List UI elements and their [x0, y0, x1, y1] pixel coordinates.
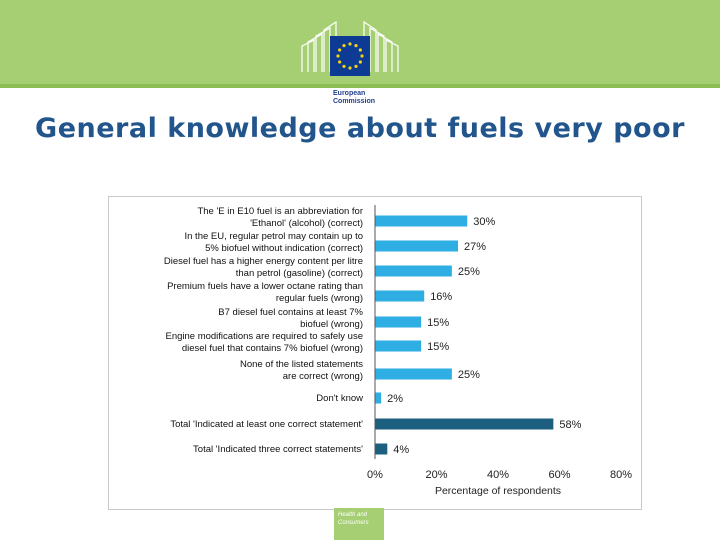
bar: [375, 418, 554, 430]
x-tick-label: 80%: [610, 469, 632, 481]
category-label: biofuel (wrong): [300, 319, 363, 330]
data-label: 30%: [473, 216, 495, 228]
category-label: 5% biofuel without indication (correct): [205, 243, 363, 254]
category-label: Premium fuels have a lower octane rating…: [167, 281, 363, 292]
page-title: General knowledge about fuels very poor: [35, 113, 685, 144]
data-label: 15%: [427, 341, 449, 353]
chart-frame: 30% The 'E in E10 fuel is an abbreviation…: [108, 196, 642, 510]
eu-star-icon: [336, 54, 340, 58]
bar: [375, 316, 422, 328]
eu-star-icon: [358, 60, 362, 64]
eu-star-icon: [348, 42, 352, 46]
category-label: diesel fuel that contains 7% biofuel (wr…: [182, 343, 363, 354]
eu-star-icon: [342, 64, 346, 68]
category-label: Engine modifications are required to saf…: [165, 331, 363, 342]
eu-star-icon: [360, 54, 364, 58]
footer-line2: Consumers: [338, 520, 369, 526]
bar: [375, 265, 452, 277]
category-label: regular fuels (wrong): [276, 293, 363, 304]
data-label: 2%: [387, 393, 403, 405]
bar: [375, 392, 382, 404]
category-label: are correct (wrong): [283, 371, 363, 382]
bar: [375, 368, 452, 380]
data-label: 4%: [393, 444, 409, 456]
data-label: 27%: [464, 241, 486, 253]
eu-star-icon: [358, 48, 362, 52]
x-tick-label: 20%: [425, 469, 447, 481]
category-label: None of the listed statements: [240, 359, 363, 370]
bar: [375, 290, 425, 302]
bar: [375, 443, 388, 455]
x-axis-title: Percentage of respondents: [435, 485, 561, 497]
x-tick-label: 0%: [367, 469, 383, 481]
european-commission-logo: [301, 20, 399, 76]
logo-caption: European Commission: [333, 90, 375, 106]
category-label: Diesel fuel has a higher energy content …: [164, 256, 363, 267]
eu-star-icon: [338, 48, 342, 52]
data-label: 16%: [430, 291, 452, 303]
category-label: 'Ethanol' (alcohol) (correct): [250, 218, 363, 229]
eu-star-icon: [354, 44, 358, 48]
logo-caption-line1: European: [333, 90, 366, 97]
category-label: Don't know: [316, 393, 363, 404]
category-label: The 'E in E10 fuel is an abbreviation fo…: [197, 206, 363, 217]
bar: [375, 215, 468, 227]
eu-star-icon: [348, 66, 352, 70]
bar: [375, 340, 422, 352]
category-label: Total 'Indicated at least one correct st…: [170, 419, 363, 430]
category-label: In the EU, regular petrol may contain up…: [185, 231, 364, 242]
logo-caption-line2: Commission: [333, 98, 376, 105]
category-label: B7 diesel fuel contains at least 7%: [218, 307, 363, 318]
data-label: 58%: [559, 419, 581, 431]
x-tick-label: 60%: [548, 469, 570, 481]
category-label: than petrol (gasoline) (correct): [236, 268, 363, 279]
eu-star-icon: [338, 60, 342, 64]
data-label: 25%: [458, 266, 480, 278]
footer-stripe: [334, 508, 384, 540]
eu-star-icon: [342, 44, 346, 48]
bar: [375, 240, 459, 252]
eu-star-icon: [354, 64, 358, 68]
x-tick-label: 40%: [487, 469, 509, 481]
category-label: Total 'Indicated three correct statement…: [193, 444, 363, 455]
footer-caption: Health and Consumers: [338, 511, 369, 527]
data-label: 15%: [427, 317, 449, 329]
bar-chart: 30% The 'E in E10 fuel is an abbreviation…: [164, 205, 632, 497]
data-label: 25%: [458, 369, 480, 381]
footer-line1: Health and: [338, 512, 368, 518]
